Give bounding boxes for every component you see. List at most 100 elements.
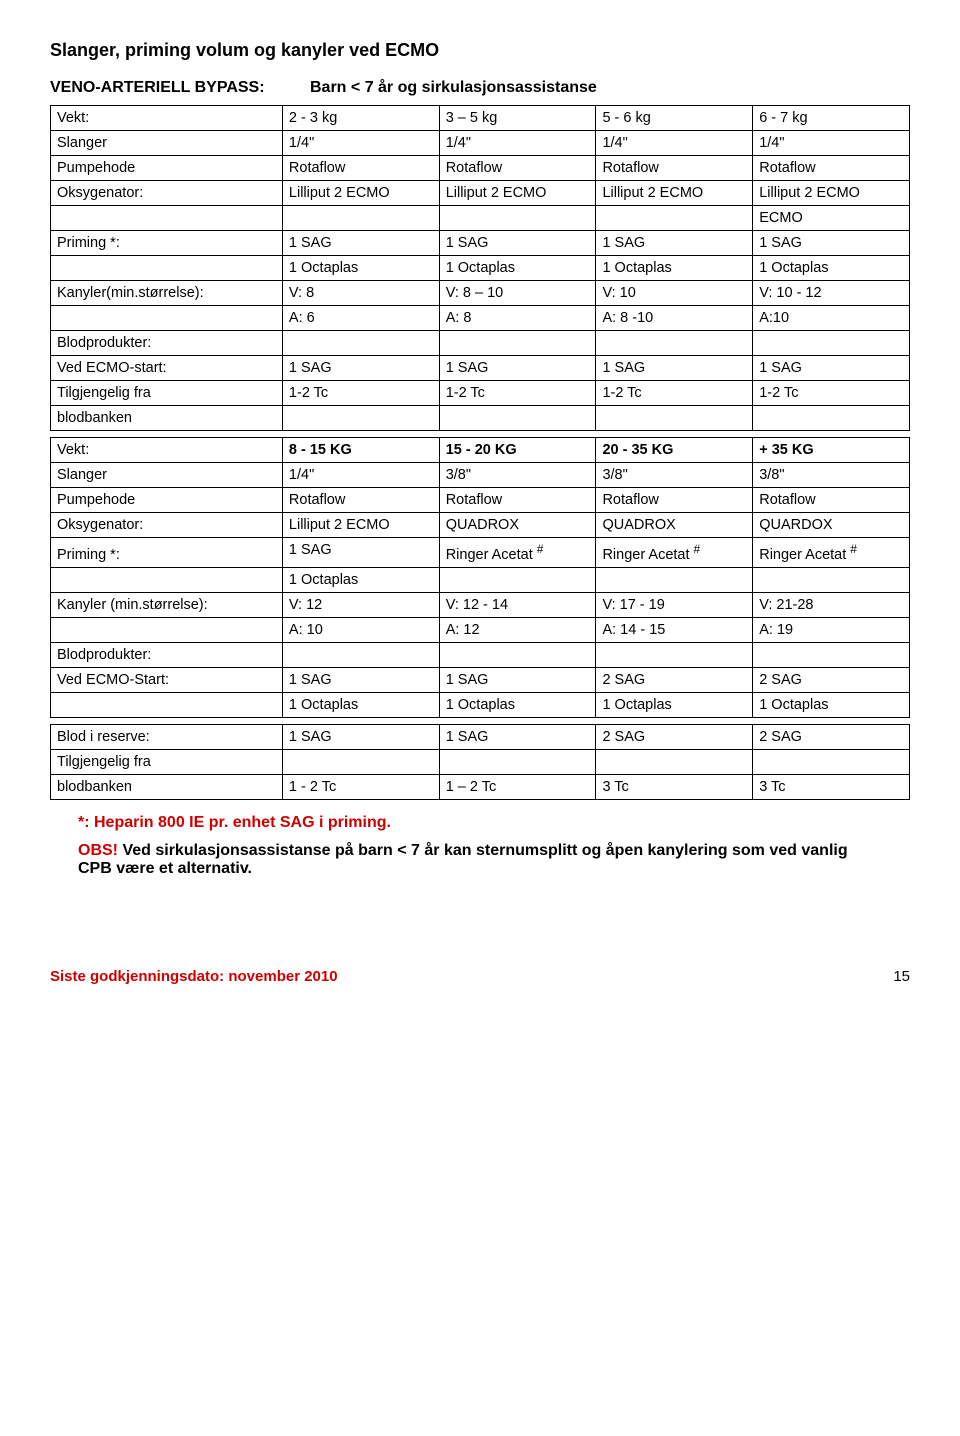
table-row: Blodprodukter: (51, 331, 910, 356)
subheader-value: Barn < 7 år og sirkulasjonsassistanse (310, 79, 597, 97)
data-cell: + 35 KG (753, 438, 910, 463)
data-cell: 1 SAG (596, 356, 753, 381)
data-cell (282, 406, 439, 431)
main-title: Slanger, priming volum og kanyler ved EC… (50, 40, 910, 61)
data-cell: 1 SAG (282, 667, 439, 692)
data-cell: 1-2 Tc (439, 381, 596, 406)
table-row: Priming *:1 SAG1 SAG1 SAG1 SAG (51, 231, 910, 256)
table-1: Vekt:2 - 3 kg3 – 5 kg5 - 6 kg6 - 7 kgSla… (50, 105, 910, 431)
row-label-cell: Ved ECMO-start: (51, 356, 283, 381)
data-cell: 2 SAG (596, 724, 753, 749)
data-cell: V: 21-28 (753, 592, 910, 617)
footer-date: Siste godkjenningsdato: november 2010 (50, 968, 338, 985)
data-cell: 6 - 7 kg (753, 106, 910, 131)
data-cell: 1 Octaplas (282, 692, 439, 717)
data-cell (282, 206, 439, 231)
row-label-cell: blodbanken (51, 774, 283, 799)
row-label-cell: Oksygenator: (51, 181, 283, 206)
data-cell: 1 SAG (753, 231, 910, 256)
data-cell: Lilliput 2 ECMO (282, 513, 439, 538)
data-cell: 1/4" (753, 131, 910, 156)
row-label-cell: Priming *: (51, 538, 283, 568)
data-cell: 1 Octaplas (596, 256, 753, 281)
data-cell (439, 642, 596, 667)
data-cell: Rotaflow (282, 488, 439, 513)
footer: Siste godkjenningsdato: november 2010 15 (50, 968, 910, 985)
data-cell: V: 17 - 19 (596, 592, 753, 617)
row-label-cell: Blod i reserve: (51, 724, 283, 749)
data-cell: 1-2 Tc (596, 381, 753, 406)
data-cell (753, 406, 910, 431)
row-label-cell: Blodprodukter: (51, 642, 283, 667)
data-cell: Lilliput 2 ECMO (753, 181, 910, 206)
data-cell: A: 8 -10 (596, 306, 753, 331)
data-cell: Rotaflow (753, 488, 910, 513)
data-cell (596, 642, 753, 667)
table-row: Kanyler(min.størrelse):V: 8V: 8 – 10V: 1… (51, 281, 910, 306)
table-row: Blodprodukter: (51, 642, 910, 667)
data-cell: 1-2 Tc (282, 381, 439, 406)
row-label-cell (51, 567, 283, 592)
data-cell: 1 SAG (439, 667, 596, 692)
data-cell: 1 Octaplas (596, 692, 753, 717)
table-row: Kanyler (min.størrelse):V: 12V: 12 - 14V… (51, 592, 910, 617)
data-cell: Rotaflow (596, 488, 753, 513)
data-cell: A: 14 - 15 (596, 617, 753, 642)
table-row: 1 Octaplas1 Octaplas1 Octaplas1 Octaplas (51, 256, 910, 281)
data-cell: V: 10 (596, 281, 753, 306)
data-cell (439, 567, 596, 592)
table-row: Vekt:8 - 15 KG15 - 20 KG20 - 35 KG+ 35 K… (51, 438, 910, 463)
data-cell: 5 - 6 kg (596, 106, 753, 131)
row-label-cell: Ved ECMO-Start: (51, 667, 283, 692)
row-label-cell: Vekt: (51, 438, 283, 463)
data-cell (596, 749, 753, 774)
table-row: Oksygenator:Lilliput 2 ECMOQUADROXQUADRO… (51, 513, 910, 538)
data-cell (439, 749, 596, 774)
data-cell: 1 Octaplas (753, 692, 910, 717)
row-label-cell: Blodprodukter: (51, 331, 283, 356)
data-cell (282, 642, 439, 667)
data-cell: Ringer Acetat # (753, 538, 910, 568)
data-cell: 1 Octaplas (439, 692, 596, 717)
row-label-cell (51, 206, 283, 231)
table-row: Slanger1/4"1/4"1/4"1/4" (51, 131, 910, 156)
row-label-cell: Priming *: (51, 231, 283, 256)
data-cell: Lilliput 2 ECMO (596, 181, 753, 206)
table-row: Priming *:1 SAG Ringer Acetat #Ringer Ace… (51, 538, 910, 568)
data-cell: Ringer Acetat # (596, 538, 753, 568)
row-label-cell (51, 692, 283, 717)
data-cell: 15 - 20 KG (439, 438, 596, 463)
table-row: A: 6A: 8A: 8 -10A:10 (51, 306, 910, 331)
row-label-cell: Pumpehode (51, 156, 283, 181)
table-row: 1 Octaplas1 Octaplas1 Octaplas1 Octaplas (51, 692, 910, 717)
data-cell: 1 SAG (439, 231, 596, 256)
data-cell: A: 12 (439, 617, 596, 642)
data-cell: 1 – 2 Tc (439, 774, 596, 799)
footer-page: 15 (893, 968, 910, 985)
table-row: blodbanken (51, 406, 910, 431)
table-row: blodbanken1 - 2 Tc1 – 2 Tc3 Tc3 Tc (51, 774, 910, 799)
row-label-cell: Oksygenator: (51, 513, 283, 538)
data-cell: Rotaflow (596, 156, 753, 181)
table-row: 1 Octaplas (51, 567, 910, 592)
note-obs: OBS! Ved sirkulasjonsassistanse på barn … (78, 842, 858, 878)
data-cell (282, 331, 439, 356)
data-cell: 1-2 Tc (753, 381, 910, 406)
data-cell: 1 SAG (282, 356, 439, 381)
row-label-cell: Kanyler(min.størrelse): (51, 281, 283, 306)
data-cell: V: 12 - 14 (439, 592, 596, 617)
data-cell: 8 - 15 KG (282, 438, 439, 463)
data-cell: 1 SAG (282, 538, 439, 568)
row-label-cell: Tilgjengelig fra (51, 381, 283, 406)
data-cell (596, 206, 753, 231)
data-cell (596, 406, 753, 431)
table-row: Vekt:2 - 3 kg3 – 5 kg5 - 6 kg6 - 7 kg (51, 106, 910, 131)
data-cell (753, 567, 910, 592)
data-cell: 1 - 2 Tc (282, 774, 439, 799)
data-cell: A:10 (753, 306, 910, 331)
data-cell (596, 567, 753, 592)
data-cell: 3 Tc (753, 774, 910, 799)
data-cell: 20 - 35 KG (596, 438, 753, 463)
data-cell (596, 331, 753, 356)
data-cell: 3/8" (439, 463, 596, 488)
